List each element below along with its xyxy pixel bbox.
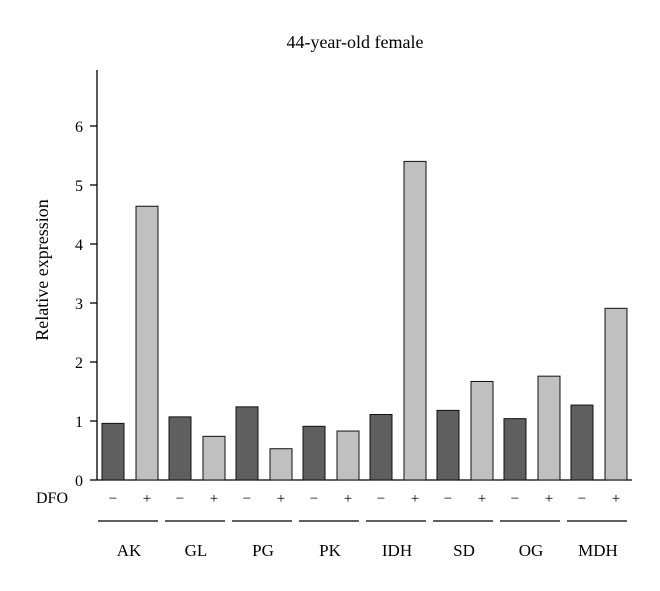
dfo-sign-label: − xyxy=(578,491,586,507)
category-label: PK xyxy=(319,541,341,560)
bar-idh-plus xyxy=(403,160,427,481)
category-label: OG xyxy=(519,541,544,560)
y-tick-label: 2 xyxy=(75,355,83,372)
bar-pk-minus xyxy=(302,425,326,481)
bar-sd-minus xyxy=(436,409,460,481)
category-label: MDH xyxy=(578,541,618,560)
category-label: SD xyxy=(453,541,475,560)
chart-title: 44-year-old female xyxy=(286,32,423,52)
y-tick-label: 6 xyxy=(75,119,83,136)
bar-mdh-minus xyxy=(570,404,594,481)
dfo-sign-label: + xyxy=(277,491,285,507)
dfo-row-label: DFO xyxy=(36,490,68,507)
dfo-sign-label: + xyxy=(478,491,486,507)
dfo-sign-label: − xyxy=(310,491,318,507)
y-tick-label: 1 xyxy=(75,414,83,431)
dfo-sign-label: + xyxy=(344,491,352,507)
category-label: AK xyxy=(117,541,142,560)
dfo-sign-label: + xyxy=(545,491,553,507)
bar-pk-plus xyxy=(336,430,360,481)
category-label: IDH xyxy=(382,541,412,560)
dfo-sign-label: + xyxy=(143,491,151,507)
y-tick-label: 3 xyxy=(75,296,83,313)
y-tick-label: 4 xyxy=(75,237,83,254)
dfo-sign-label: + xyxy=(210,491,218,507)
x-labels: − + AK − + GL − + PG − + PK − + IDH − + SD − + OG − + MDH xyxy=(98,491,627,560)
dfo-sign-label: + xyxy=(612,491,620,507)
y-tick-label: 0 xyxy=(75,473,83,490)
bar-sd-plus xyxy=(470,380,494,481)
y-axis-label: Relative expression xyxy=(32,199,52,340)
bars xyxy=(101,160,628,481)
dfo-sign-label: − xyxy=(176,491,184,507)
y-tick-label: 5 xyxy=(75,178,83,195)
dfo-sign-label: − xyxy=(444,491,452,507)
category-label: GL xyxy=(185,541,208,560)
dfo-sign-label: − xyxy=(109,491,117,507)
bar-pg-plus xyxy=(269,448,293,481)
bar-og-minus xyxy=(503,418,527,481)
dfo-sign-label: − xyxy=(243,491,251,507)
category-label: PG xyxy=(252,541,274,560)
bar-ak-minus xyxy=(101,422,125,481)
bar-mdh-plus xyxy=(604,307,628,481)
dfo-sign-label: + xyxy=(411,491,419,507)
dfo-sign-label: − xyxy=(377,491,385,507)
bar-gl-minus xyxy=(168,416,192,481)
bar-idh-minus xyxy=(369,414,393,481)
bar-gl-plus xyxy=(202,435,226,481)
bar-pg-minus xyxy=(235,406,259,481)
dfo-sign-label: − xyxy=(511,491,519,507)
bar-ak-plus xyxy=(135,205,159,481)
bar-og-plus xyxy=(537,375,561,481)
